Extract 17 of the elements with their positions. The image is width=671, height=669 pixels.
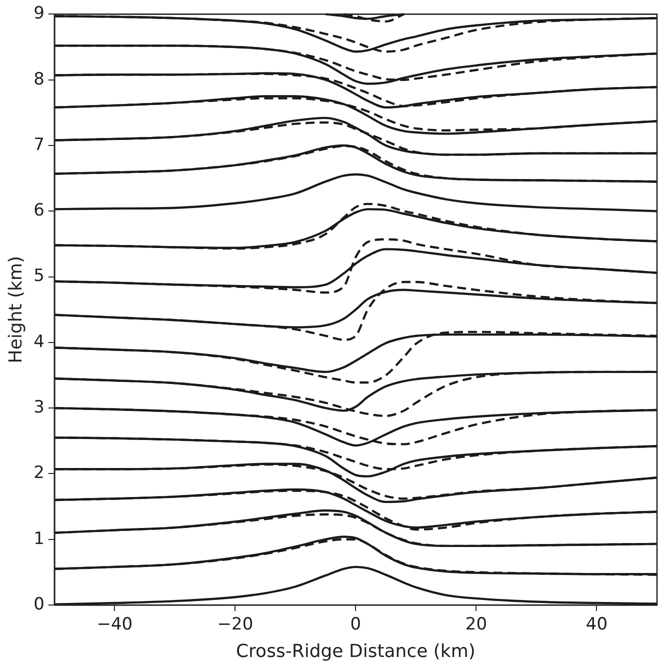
- y-tick-label: 3: [34, 397, 44, 418]
- y-tick-label: 6: [34, 200, 44, 221]
- y-axis-title: Height (km): [5, 256, 26, 364]
- x-tick-label: 0: [350, 614, 362, 635]
- y-tick-label: 1: [34, 528, 44, 549]
- x-tick-label: −20: [217, 614, 254, 635]
- x-tick-label: −40: [96, 614, 133, 635]
- y-tick-label: 8: [34, 69, 44, 90]
- x-tick-label: 20: [465, 614, 488, 635]
- x-tick-label: 40: [586, 614, 608, 635]
- y-tick-label: 7: [34, 134, 44, 155]
- y-tick-label: 5: [34, 266, 44, 286]
- y-tick-label: 2: [34, 463, 44, 484]
- x-axis-title: Cross-Ridge Distance (km): [236, 640, 476, 662]
- y-tick-label: 4: [34, 332, 44, 352]
- y-tick-label: 0: [34, 594, 44, 614]
- y-tick-label: 9: [34, 4, 44, 24]
